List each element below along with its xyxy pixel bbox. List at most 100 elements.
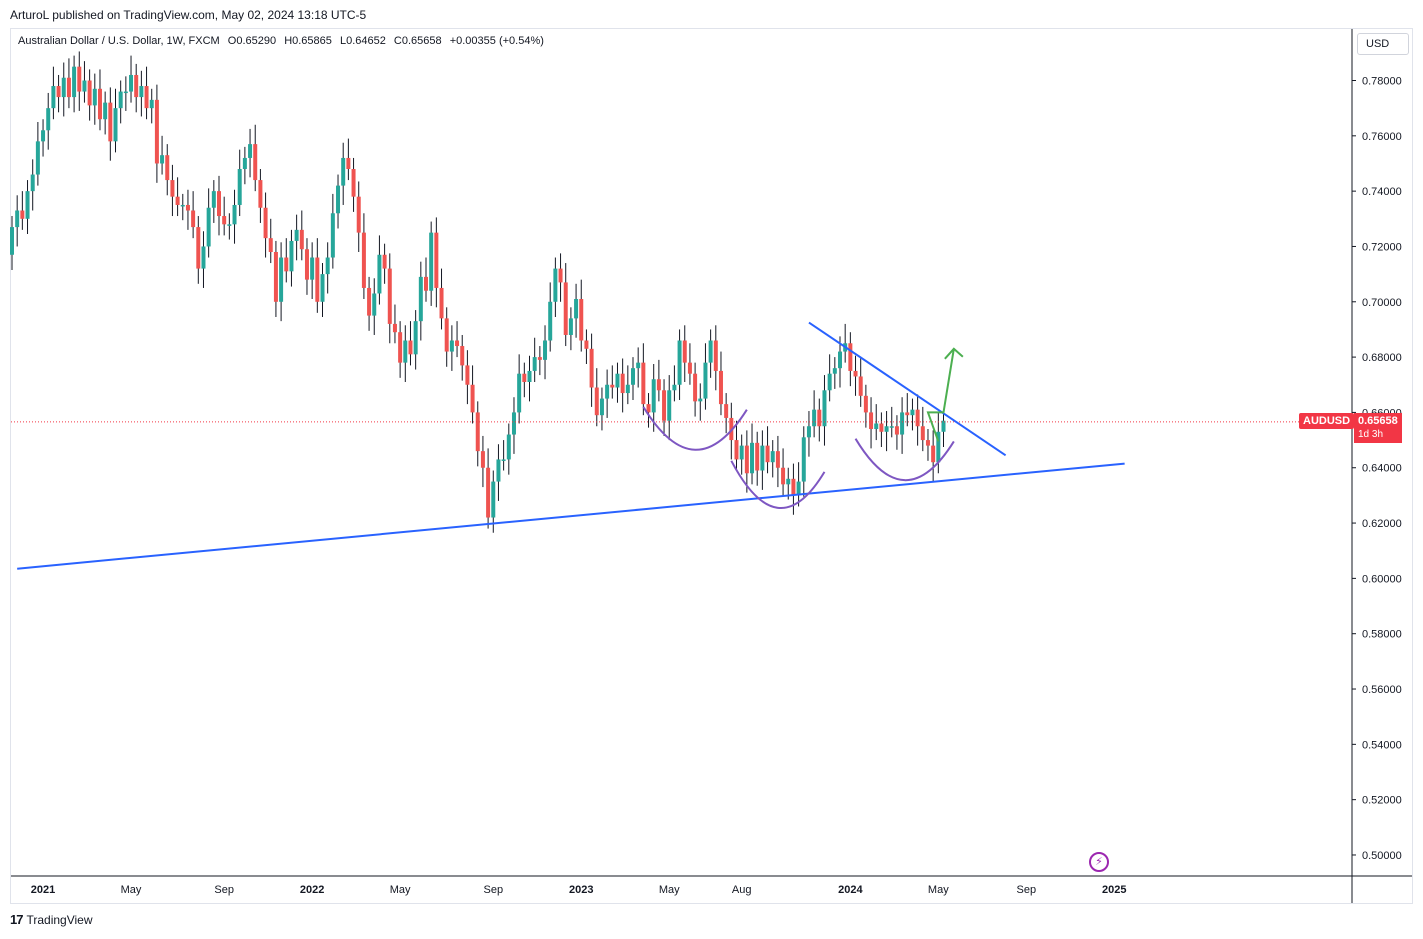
bull-candle xyxy=(501,459,506,461)
bear-candle xyxy=(97,88,102,120)
bull-candle xyxy=(413,321,418,355)
bull-candle xyxy=(806,426,811,438)
symbol-legend[interactable]: Australian Dollar / U.S. Dollar, 1W, FXC… xyxy=(18,35,549,47)
currency-selector[interactable]: USD xyxy=(1357,33,1409,55)
bear-candle xyxy=(724,404,729,418)
bear-candle xyxy=(765,445,770,463)
right-shoulder-arc[interactable] xyxy=(854,438,955,482)
bear-candle xyxy=(217,191,221,217)
bear-candle xyxy=(755,442,760,471)
bear-candle xyxy=(460,346,465,366)
bear-candle xyxy=(134,74,139,98)
bear-candle xyxy=(894,426,899,435)
bull-candle xyxy=(341,157,346,186)
bear-candle xyxy=(424,276,428,291)
bull-candle xyxy=(599,398,604,416)
bear-candle xyxy=(853,370,858,377)
bull-candle xyxy=(289,240,294,272)
bull-candle xyxy=(294,229,299,241)
bear-candle xyxy=(398,332,403,363)
bull-candle xyxy=(201,246,206,269)
bull-candle xyxy=(889,426,894,428)
bull-candle xyxy=(449,340,454,352)
bear-candle xyxy=(656,379,661,391)
x-tick-label: 2022 xyxy=(300,884,324,896)
left-shoulder-arc[interactable] xyxy=(642,406,748,451)
bear-candle xyxy=(791,478,796,496)
bear-candle xyxy=(439,287,444,319)
bear-candle xyxy=(346,157,351,170)
bear-candle xyxy=(108,102,113,142)
bear-candle xyxy=(579,299,584,341)
y-tick-label: 0.72000 xyxy=(1362,241,1402,253)
bear-candle xyxy=(222,216,227,225)
bear-candle xyxy=(268,238,273,252)
x-tick-label: Aug xyxy=(732,884,752,896)
bull-candle xyxy=(708,340,713,363)
open-value: O0.65290 xyxy=(227,35,277,47)
bear-candle xyxy=(744,445,749,474)
bull-candle xyxy=(496,459,501,482)
bear-candle xyxy=(315,257,320,302)
last-price-label: 0.65658 1d 3h xyxy=(1354,413,1402,443)
bull-candle xyxy=(325,257,330,275)
bull-candle xyxy=(838,351,842,369)
bull-candle xyxy=(336,185,341,214)
bull-candle xyxy=(123,91,128,94)
bear-candle xyxy=(175,196,180,205)
bull-candle xyxy=(832,368,837,374)
y-tick-label: 0.64000 xyxy=(1362,463,1402,475)
bull-candle xyxy=(936,431,941,463)
bear-candle xyxy=(858,376,863,396)
bear-candle xyxy=(263,207,268,239)
bear-candle xyxy=(87,80,92,106)
y-tick-label: 0.74000 xyxy=(1362,186,1402,198)
bull-candle xyxy=(46,108,51,131)
tradingview-logo-icon: 17 xyxy=(10,912,24,927)
bull-candle xyxy=(796,481,801,496)
bear-candle xyxy=(641,362,646,405)
bear-candle xyxy=(486,467,491,518)
bear-candle xyxy=(191,210,196,228)
bull-candle xyxy=(739,445,744,460)
bear-candle xyxy=(165,155,170,181)
bear-candle xyxy=(258,180,263,208)
projection-arrow[interactable] xyxy=(926,348,955,442)
head-arc[interactable] xyxy=(730,460,826,510)
bear-candle xyxy=(817,409,822,427)
bear-candle xyxy=(682,340,687,363)
support-trendline[interactable] xyxy=(17,462,1125,570)
lightning-icon[interactable]: ⚡ xyxy=(1089,852,1109,872)
bear-candle xyxy=(56,86,61,98)
bull-candle xyxy=(372,293,377,316)
x-tick-label: May xyxy=(390,884,411,896)
bull-candle xyxy=(129,74,134,92)
bear-candle xyxy=(610,384,615,388)
bull-candle xyxy=(527,370,532,382)
bull-candle xyxy=(61,77,66,98)
bull-candle xyxy=(92,88,97,106)
bear-candle xyxy=(869,412,874,430)
x-tick-label: 2025 xyxy=(1102,884,1126,896)
bull-candle xyxy=(548,301,553,341)
bear-candle xyxy=(144,86,149,109)
symbol-name: Australian Dollar / U.S. Dollar, 1W, FXC… xyxy=(18,35,220,47)
bear-candle xyxy=(356,196,361,233)
bull-candle xyxy=(41,130,46,142)
x-tick-label: 2024 xyxy=(838,884,863,896)
bear-candle xyxy=(475,412,480,452)
publish-header: ArturoL published on TradingView.com, Ma… xyxy=(10,8,367,22)
footer-branding[interactable]: 17 TradingView xyxy=(10,912,93,927)
bull-candle xyxy=(672,384,677,391)
resistance-trendline[interactable] xyxy=(808,321,1007,457)
bear-candle xyxy=(351,169,356,197)
bull-candle xyxy=(636,362,641,369)
bull-candle xyxy=(631,368,635,385)
bear-candle xyxy=(273,251,278,302)
symbol-price-label: AUDUSD xyxy=(1299,413,1355,429)
bear-candle xyxy=(253,144,258,181)
bear-candle xyxy=(465,365,470,385)
brand-name: TradingView xyxy=(26,912,93,927)
bull-candle xyxy=(812,409,817,427)
